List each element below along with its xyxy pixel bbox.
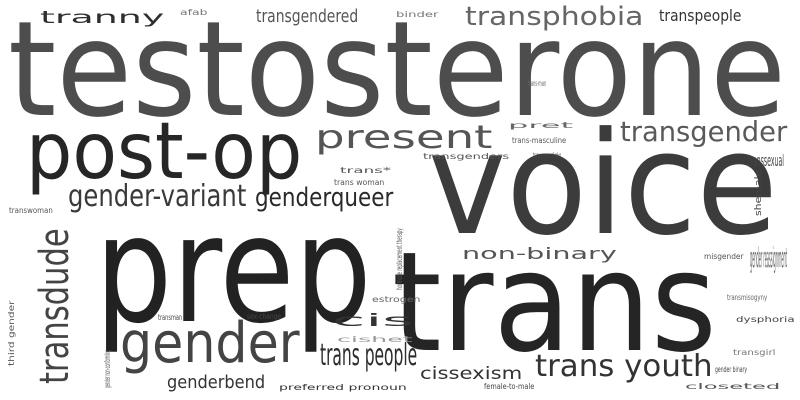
word-trans-youth: genderqueer — [255, 183, 394, 213]
word-gender-variant: transphobia — [465, 2, 644, 32]
word-gender: gender — [120, 311, 300, 376]
word-hormone-replacement-therapy: preferred pronoun — [279, 383, 407, 392]
word-afab: transsexual — [748, 151, 784, 170]
word-transgendered: tranny — [40, 8, 165, 28]
word-voice: voice — [428, 102, 778, 267]
word-non-binary: transpeople — [659, 6, 742, 25]
word-trans-woman: trans* — [340, 166, 392, 175]
word-closeted: gender non-conforming — [103, 349, 112, 388]
word-trans-people: trans youth — [535, 349, 713, 384]
word-trans: trans — [392, 222, 717, 383]
word-tranny: trans people — [320, 338, 418, 373]
word-female-to-male: third gender — [7, 300, 16, 366]
word-transpeople: transgendered — [256, 6, 359, 27]
word-transdude: transgirl — [733, 348, 776, 357]
word-cis: gender reassignment — [750, 241, 788, 274]
word-trans-masculine: pret — [508, 121, 573, 130]
word-shemale: gender binary — [715, 365, 748, 374]
word-testosterone: testosterone — [8, 0, 786, 147]
word-transphobia: transgender — [620, 115, 788, 148]
word-post-op: post-op — [26, 107, 303, 197]
word-genderbend: cissexism — [420, 364, 523, 384]
word-trans-man: binder — [396, 10, 439, 19]
word-trans-woman-of-color: transgenders — [423, 152, 510, 161]
word-cissexism: cis — [332, 311, 414, 331]
word-prep: prep — [95, 184, 372, 356]
word-third-gender: female-to-male — [484, 382, 535, 391]
word-gender-binary: dysphoria — [736, 315, 795, 324]
word-dysphoria: transmisogyny — [727, 293, 768, 302]
word-trans-star: trans woman of color — [533, 151, 561, 160]
word-gender-non-conforming: closeted — [685, 382, 781, 391]
word-transgirl: sex-change — [247, 312, 282, 321]
word-gender-reassignment: non-binary — [462, 244, 617, 263]
word-misgender: transwoman — [9, 206, 53, 215]
word-estrogen: shemale — [754, 169, 764, 216]
word-transwoman: trans woman — [334, 178, 385, 187]
word-transman: misgender — [704, 252, 744, 261]
word-sex-change: estrogen — [372, 295, 421, 304]
word-pret: trans-man — [528, 79, 547, 88]
word-preferred-pronoun: cishet — [337, 335, 413, 344]
word-transmisogyny: hormone replacement therapy — [395, 228, 404, 290]
word-binder: afab — [180, 8, 208, 17]
word-transgender: present — [315, 118, 493, 156]
word-cishet: transman — [158, 313, 183, 322]
word-present: transdude — [32, 228, 78, 384]
word-transgenders: trans-masculine — [512, 136, 567, 145]
word-genderqueer: gender-variant — [68, 179, 247, 214]
word-transsexual: genderbend — [167, 372, 266, 393]
